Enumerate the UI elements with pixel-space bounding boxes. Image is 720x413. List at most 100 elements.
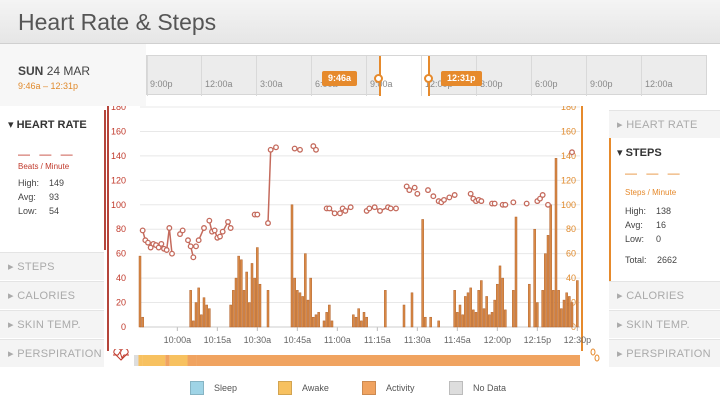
selected-time-range: 9:46a – 12:31p: [18, 81, 79, 91]
heart-rate-point: [219, 228, 226, 235]
right-menu-calories[interactable]: ▸ CALORIES: [609, 281, 720, 309]
activity-segment-awake: [142, 355, 166, 366]
heart-rate-point: [523, 200, 530, 207]
legend-swatch-sleep: [190, 381, 204, 395]
right-menu-skin-temp[interactable]: ▸ SKIN TEMP.: [609, 310, 720, 338]
steps-bar: [192, 320, 195, 328]
steps-bar: [296, 290, 299, 328]
left-menu-calories[interactable]: ▸ CALORIES: [0, 281, 104, 309]
stat-label: Avg:: [625, 220, 643, 230]
steps-bar: [456, 312, 459, 328]
steps-bar: [461, 314, 464, 328]
expand-arrow-icon: ▸: [8, 290, 14, 302]
x-axis-tick-label: 12:00p: [484, 335, 512, 345]
steps-bar: [138, 255, 142, 328]
chart-svg: 0204060801001201401601800204060801001201…: [107, 106, 592, 351]
steps-bar: [306, 299, 310, 328]
heart-rate-point: [347, 204, 354, 211]
collapse-arrow-icon: ▾: [617, 147, 623, 159]
heart-rate-low: Low: 54: [18, 206, 59, 216]
right-menu-perspiration[interactable]: ▸ PERSPIRATION: [609, 339, 720, 367]
steps-bar: [229, 304, 232, 328]
steps-bar: [533, 228, 536, 328]
steps-bar: [482, 308, 486, 328]
timeline-scrubber[interactable]: 9:00p 12:00a 3:00a 6:00a 9:00a 12:00p 3:…: [146, 55, 707, 96]
steps-bar: [325, 312, 328, 328]
stat-label: High:: [625, 206, 647, 216]
heart-rate-point: [169, 250, 175, 257]
heart-rate-point: [217, 233, 223, 240]
timeline-selection[interactable]: [379, 56, 429, 96]
menu-label: PERSPIRATION: [17, 348, 102, 360]
heart-rate-point: [265, 220, 271, 227]
heart-rate-point: [539, 192, 546, 198]
heart-rate-heading[interactable]: ▾ HEART RATE: [8, 118, 87, 131]
timeline-label: 12:00a: [645, 79, 673, 89]
left-panel: ▾ HEART RATE — — — Beats / Minute High: 1…: [0, 110, 106, 367]
legend-swatch-activity: [362, 381, 376, 395]
steps-bar: [469, 287, 472, 328]
steps-bar: [266, 290, 270, 328]
steps-bar: [552, 290, 555, 328]
timeline-end-tag: 12:31p: [441, 71, 482, 86]
timeline-tick: [256, 56, 257, 96]
left-axis-tick-label: 120: [111, 175, 126, 185]
steps-bar: [512, 290, 515, 328]
steps-bar: [504, 309, 507, 328]
timeline-label: 12:00a: [205, 79, 233, 89]
right-axis-tick-label: 80: [566, 224, 576, 234]
menu-label: HEART RATE: [626, 119, 698, 131]
timeline-tick: [311, 56, 312, 96]
steps-bar: [248, 302, 251, 328]
steps-heading[interactable]: ▾ STEPS: [617, 146, 662, 159]
heart-rate-title: HEART RATE: [16, 119, 87, 131]
timeline-tick: [147, 56, 148, 96]
stat-label: Low:: [18, 206, 38, 216]
stat-value: 93: [49, 192, 60, 202]
heart-rate-steps-chart[interactable]: 0204060801001201401601800204060801001201…: [106, 106, 609, 368]
heart-rate-panel[interactable]: ▾ HEART RATE — — — Beats / Minute High: 1…: [0, 110, 106, 250]
steps-bar: [560, 308, 563, 328]
stat-label: Total:: [625, 255, 647, 265]
expand-arrow-icon: ▸: [8, 319, 14, 331]
x-axis-tick-label: 10:00a: [164, 335, 192, 345]
heart-rate-point: [273, 144, 279, 151]
left-menu-skin-temp[interactable]: ▸ SKIN TEMP.: [0, 310, 104, 338]
left-axis-tick-label: 40: [116, 273, 126, 283]
activity-state-bar: [134, 355, 580, 366]
heart-rate-point: [510, 199, 517, 206]
steps-high: High: 138: [625, 206, 671, 216]
steps-unit: Steps / Minute: [625, 188, 677, 197]
steps-panel[interactable]: ▾ STEPS — — — Steps / Minute High: 138 Av…: [609, 138, 720, 284]
menu-label: CALORIES: [626, 290, 685, 302]
steps-bar: [453, 290, 456, 328]
left-menu-perspiration[interactable]: ▸ PERSPIRATION: [0, 339, 104, 367]
heart-rate-point: [158, 240, 165, 247]
timeline-start-handle[interactable]: [374, 74, 383, 83]
steps-bar: [458, 304, 462, 328]
x-axis-tick-label: 10:45a: [284, 335, 312, 345]
legend-label-no-data: No Data: [473, 383, 507, 393]
activity-segment-awake: [138, 355, 143, 366]
left-axis-tick-label: 60: [116, 249, 126, 259]
heart-rate-point: [377, 207, 383, 214]
steps-bar: [501, 277, 504, 328]
steps-bar: [541, 290, 544, 328]
steps-bar: [314, 314, 318, 328]
heart-rate-point: [254, 211, 261, 218]
heart-rate-point: [425, 187, 431, 194]
right-menu-heart-rate[interactable]: ▸ HEART RATE: [609, 110, 720, 138]
x-axis-tick-label: 12:30p: [564, 335, 592, 345]
activity-segment-awake: [169, 355, 188, 366]
stat-value: 138: [656, 206, 672, 216]
steps-bar: [328, 304, 331, 328]
steps-bar: [290, 204, 294, 328]
left-axis-tick-label: 160: [111, 126, 126, 136]
timeline-end-handle[interactable]: [424, 74, 433, 83]
selected-day: SUN: [18, 64, 44, 78]
left-menu-steps[interactable]: ▸ STEPS: [0, 252, 104, 280]
footprint-icon: [590, 348, 600, 362]
menu-label: SKIN TEMP.: [17, 319, 81, 331]
selected-date: SUN 24 MAR: [18, 64, 90, 78]
expand-arrow-icon: ▸: [617, 348, 623, 360]
